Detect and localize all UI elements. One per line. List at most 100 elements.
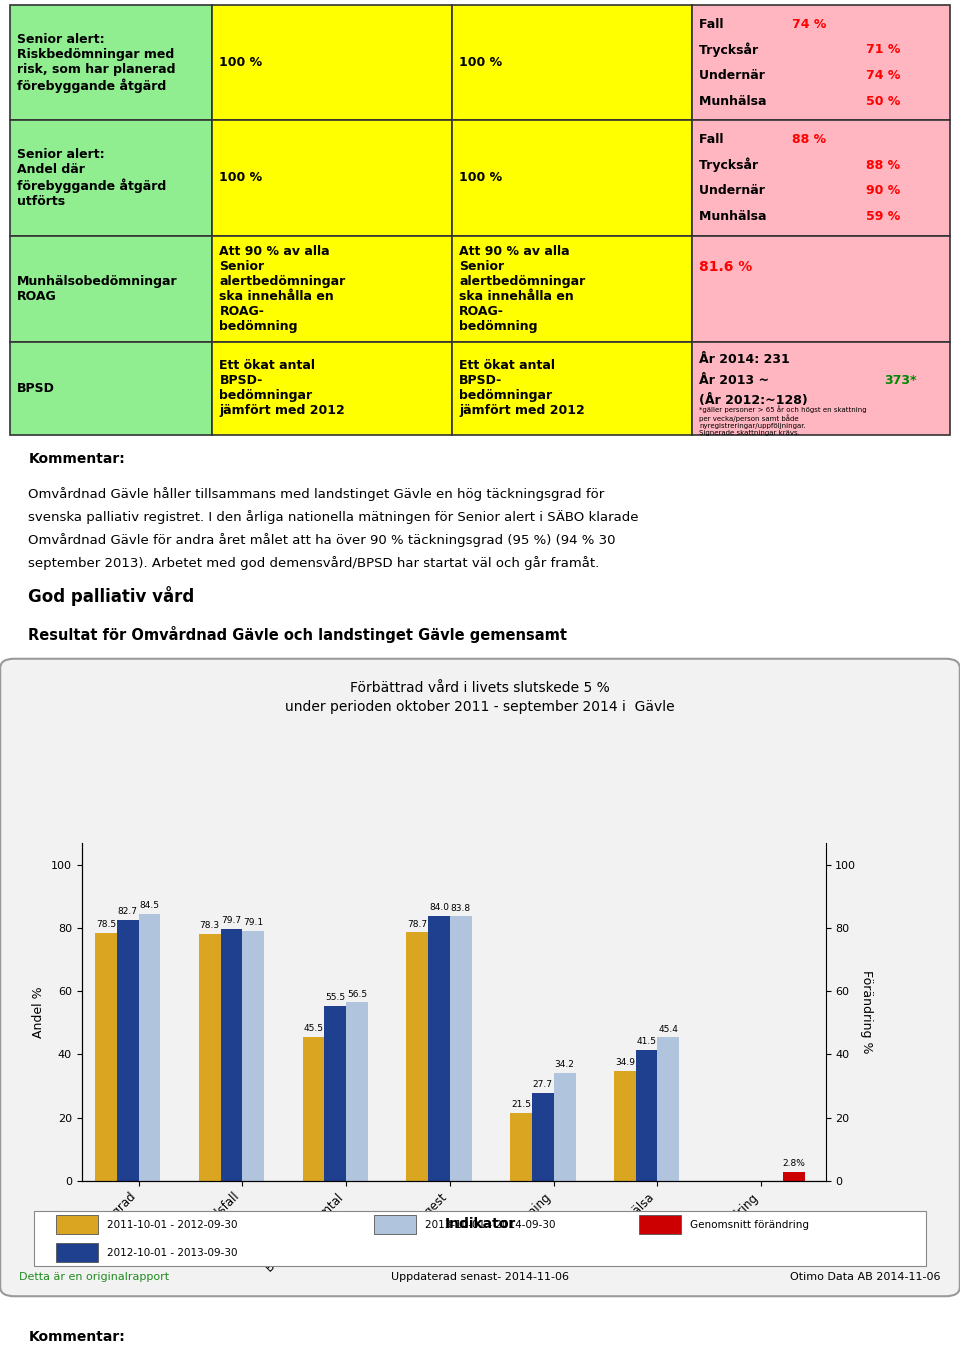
Text: Trycksår: Trycksår xyxy=(699,157,762,172)
Bar xyxy=(783,1172,804,1181)
Text: 2013-10-01 - 2014-09-30: 2013-10-01 - 2014-09-30 xyxy=(425,1220,556,1230)
Text: Ett ökat antal
BPSD-
bedömningar
jämfört med 2012: Ett ökat antal BPSD- bedömningar jämfört… xyxy=(220,359,346,418)
Text: BPSD: BPSD xyxy=(17,382,55,395)
Bar xyxy=(452,5,691,121)
Bar xyxy=(302,1037,324,1181)
Text: 100 %: 100 % xyxy=(220,171,262,184)
Bar xyxy=(212,121,452,236)
Text: Munhälsa: Munhälsa xyxy=(699,95,771,107)
Text: Indikator: Indikator xyxy=(444,1218,516,1231)
Text: 100 %: 100 % xyxy=(220,56,262,69)
Text: 55.5: 55.5 xyxy=(325,993,346,1002)
Bar xyxy=(450,917,471,1181)
Text: 81.6 %: 81.6 % xyxy=(699,260,753,274)
Bar xyxy=(452,236,691,342)
Text: Detta är en originalrapport: Detta är en originalrapport xyxy=(19,1272,169,1281)
FancyBboxPatch shape xyxy=(0,659,960,1296)
Y-axis label: Förändring %: Förändring % xyxy=(860,970,873,1054)
Text: 41.5: 41.5 xyxy=(636,1037,657,1045)
Text: 79.7: 79.7 xyxy=(222,917,242,925)
Text: 2.8%: 2.8% xyxy=(782,1159,805,1168)
Bar xyxy=(532,1093,554,1181)
Text: År 2013 ~: År 2013 ~ xyxy=(699,374,774,388)
Text: Att 90 % av alla
Senior
alertbedömningar
ska innehålla en
ROAG-
bedömning: Att 90 % av alla Senior alertbedömningar… xyxy=(220,244,346,332)
Bar xyxy=(212,342,452,435)
Text: 56.5: 56.5 xyxy=(347,990,367,998)
Text: (År 2012:~128): (År 2012:~128) xyxy=(699,395,808,407)
Text: 2012-10-01 - 2013-09-30: 2012-10-01 - 2013-09-30 xyxy=(108,1249,238,1258)
Bar xyxy=(406,933,428,1181)
Bar xyxy=(452,121,691,236)
FancyBboxPatch shape xyxy=(34,1211,926,1265)
Text: 88 %: 88 % xyxy=(866,159,900,172)
Text: 88 %: 88 % xyxy=(792,133,826,146)
Text: 90 %: 90 % xyxy=(866,184,900,197)
Text: 34.9: 34.9 xyxy=(614,1058,635,1067)
Bar xyxy=(554,1073,576,1181)
Bar xyxy=(691,236,950,342)
Text: 74 %: 74 % xyxy=(792,18,826,31)
Text: God palliativ vård: God palliativ vård xyxy=(29,586,195,606)
Text: Otimo Data AB 2014-11-06: Otimo Data AB 2014-11-06 xyxy=(790,1272,941,1281)
Text: Resultat för Omvårdnad Gävle och landstinget Gävle gemensamt: Resultat för Omvårdnad Gävle och landsti… xyxy=(29,626,567,643)
Bar xyxy=(691,121,950,236)
Y-axis label: Andel %: Andel % xyxy=(33,986,45,1037)
Bar xyxy=(347,1002,368,1181)
Text: Trycksår: Trycksår xyxy=(699,42,762,57)
Text: 59 %: 59 % xyxy=(866,210,900,222)
Text: 78.5: 78.5 xyxy=(96,921,116,929)
Bar xyxy=(221,929,243,1181)
Text: 45.5: 45.5 xyxy=(303,1024,324,1033)
Bar xyxy=(691,5,950,121)
Text: Ett ökat antal
BPSD-
bedömningar
jämfört med 2012: Ett ökat antal BPSD- bedömningar jämfört… xyxy=(459,359,585,418)
Text: Omvårdnad Gävle håller tillsammans med landstinget Gävle en hög täckningsgrad fö: Omvårdnad Gävle håller tillsammans med l… xyxy=(29,487,639,571)
Text: Kommentar:: Kommentar: xyxy=(29,1330,125,1344)
Text: Undernär: Undernär xyxy=(699,69,770,81)
Bar xyxy=(199,934,221,1181)
Bar xyxy=(324,1006,347,1181)
Text: 82.7: 82.7 xyxy=(118,907,138,917)
Text: 27.7: 27.7 xyxy=(533,1081,553,1089)
Text: Undernär: Undernär xyxy=(699,184,770,197)
Bar xyxy=(691,342,950,435)
Bar xyxy=(10,342,212,435)
Text: 71 %: 71 % xyxy=(866,43,900,57)
Bar xyxy=(243,932,264,1181)
Bar xyxy=(636,1050,658,1181)
Bar xyxy=(374,1215,417,1234)
Bar xyxy=(10,236,212,342)
Text: Fall: Fall xyxy=(699,18,728,31)
Bar xyxy=(56,1243,99,1262)
Bar xyxy=(639,1215,682,1234)
Bar xyxy=(95,933,117,1181)
Text: 100 %: 100 % xyxy=(459,171,502,184)
Text: 84.5: 84.5 xyxy=(139,902,159,910)
Text: 2011-10-01 - 2012-09-30: 2011-10-01 - 2012-09-30 xyxy=(108,1220,238,1230)
Text: 50 %: 50 % xyxy=(866,95,900,107)
Text: 100 %: 100 % xyxy=(459,56,502,69)
Text: Fall: Fall xyxy=(699,133,728,146)
Text: Munhälsobedömningar
ROAG: Munhälsobedömningar ROAG xyxy=(17,275,178,302)
Text: År 2014: 231: År 2014: 231 xyxy=(699,353,790,366)
Bar xyxy=(212,5,452,121)
Bar xyxy=(138,914,160,1181)
Bar xyxy=(10,121,212,236)
Text: 78.7: 78.7 xyxy=(407,919,427,929)
Bar xyxy=(658,1037,680,1181)
Text: 79.1: 79.1 xyxy=(243,918,263,928)
Text: 34.2: 34.2 xyxy=(555,1060,575,1069)
Bar xyxy=(510,1113,532,1181)
Text: 373*: 373* xyxy=(884,374,917,388)
Text: 84.0: 84.0 xyxy=(429,903,449,911)
Bar xyxy=(613,1070,636,1181)
Bar xyxy=(452,342,691,435)
Text: Munhälsa: Munhälsa xyxy=(699,210,771,222)
Text: Uppdaterad senast- 2014-11-06: Uppdaterad senast- 2014-11-06 xyxy=(391,1272,569,1281)
Text: *gäller personer > 65 år och högst en skattning
per vecka/person samt både
nyreg: *gäller personer > 65 år och högst en sk… xyxy=(699,405,867,437)
Text: 45.4: 45.4 xyxy=(659,1025,679,1033)
Text: 78.3: 78.3 xyxy=(200,921,220,930)
Text: Senior alert:
Riskbedömningar med
risk, som har planerad
förebyggande åtgärd: Senior alert: Riskbedömningar med risk, … xyxy=(17,33,176,92)
Text: 21.5: 21.5 xyxy=(511,1100,531,1109)
Text: Senior alert:
Andel där
förebyggande åtgärd
utförts: Senior alert: Andel där förebyggande åtg… xyxy=(17,148,166,207)
Text: Kommentar:: Kommentar: xyxy=(29,452,125,465)
